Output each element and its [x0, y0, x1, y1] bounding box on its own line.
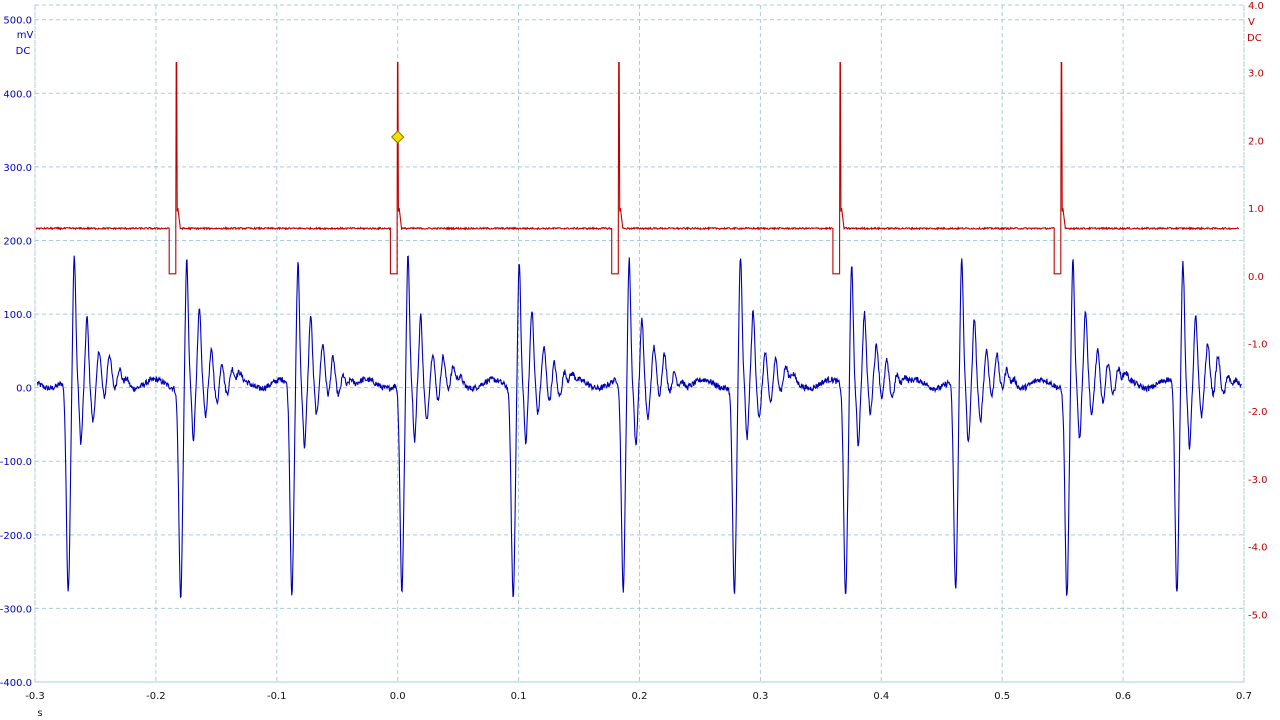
plot-border: [34, 4, 1245, 683]
x-axis-tick-label: -0.3: [25, 691, 45, 702]
x-axis: s -0.3 -0.2 -0.1 0.0 0.1 0.2 0.3 0.4 0.5 0.6 0.7: [25, 691, 1252, 719]
x-axis-tick-label: 0.0: [390, 691, 406, 702]
right-axis-tick-label: 1.0: [1248, 204, 1264, 215]
left-axis-tick-label: 500.0: [3, 16, 32, 27]
traces: [35, 61, 1242, 599]
x-axis-tick-label: 0.2: [632, 691, 648, 702]
right-axis-tick-label: 4.0: [1248, 1, 1264, 12]
left-axis-tick-label: 300.0: [3, 163, 32, 174]
x-axis-tick-label: 0.3: [752, 691, 768, 702]
right-axis-tick-label: -1.0: [1248, 340, 1268, 351]
x-axis-tick-label: -0.2: [146, 691, 166, 702]
x-axis-tick-label: -0.1: [267, 691, 287, 702]
x-axis-tick-label: 0.7: [1236, 691, 1252, 702]
left-y-axis: mV DC 500.0 400.0 300.0 200.0 100.0 0.0 -100.0…: [0, 16, 33, 689]
left-axis-tick-label: 0.0: [16, 384, 32, 395]
right-axis-tick-label: -5.0: [1248, 610, 1268, 621]
trigger-marker[interactable]: [390, 130, 405, 144]
chart-grid: [34, 4, 1245, 683]
right-axis-coupling: DC: [1247, 33, 1262, 44]
left-axis-coupling: DC: [16, 46, 31, 57]
left-axis-tick-label: 200.0: [3, 236, 32, 247]
left-axis-tick-label: -200.0: [0, 531, 32, 542]
right-axis-tick-label: -3.0: [1248, 475, 1268, 486]
right-axis-tick-label: 0.0: [1248, 272, 1264, 283]
series-line-V: [35, 61, 1239, 275]
x-axis-tick-label: 0.4: [873, 691, 889, 702]
x-axis-tick-label: 0.1: [511, 691, 527, 702]
series-line-mV: [36, 255, 1242, 599]
left-axis-tick-label: -100.0: [0, 457, 32, 468]
right-axis-tick-label: -2.0: [1248, 407, 1268, 418]
x-axis-tick-label: 0.5: [994, 691, 1010, 702]
right-axis-tick-label: 3.0: [1248, 69, 1264, 80]
left-axis-tick-label: -400.0: [0, 678, 32, 689]
x-axis-tick-label: 0.6: [1115, 691, 1131, 702]
left-axis-tick-label: -300.0: [0, 604, 32, 615]
x-axis-label: s: [37, 708, 42, 719]
right-axis-tick-label: 2.0: [1248, 136, 1264, 147]
left-axis-tick-label: 400.0: [3, 89, 32, 100]
right-axis-tick-label: -4.0: [1248, 543, 1268, 554]
right-axis-unit: V: [1248, 17, 1255, 28]
left-axis-unit: mV: [17, 30, 34, 41]
left-axis-tick-label: 100.0: [3, 310, 32, 321]
right-y-axis: V DC 4.0 3.0 2.0 1.0 0.0 -1.0 -2.0 -3.0 -4.0 -5.0: [1247, 1, 1268, 621]
